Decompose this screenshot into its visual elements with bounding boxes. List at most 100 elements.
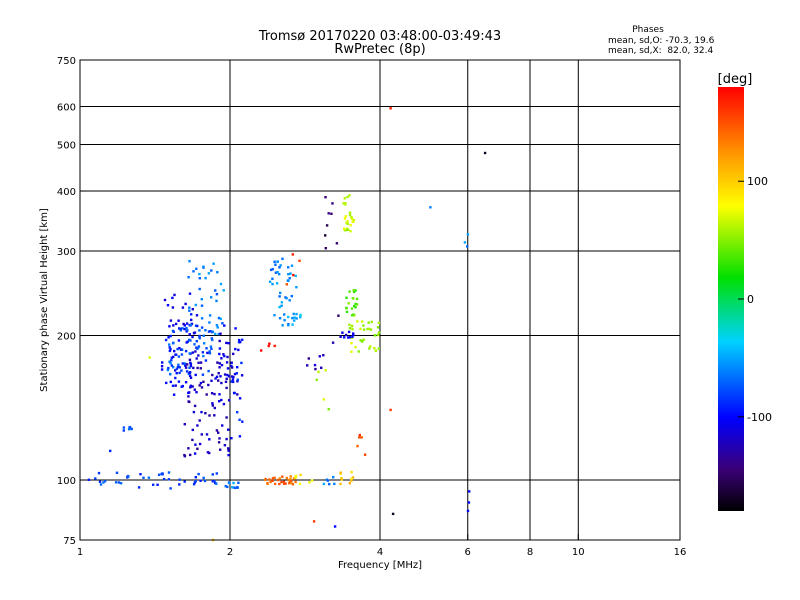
data-point — [190, 318, 193, 322]
data-point — [222, 289, 225, 292]
data-point — [351, 297, 355, 300]
data-point — [339, 482, 342, 486]
data-point — [283, 313, 286, 316]
data-point — [357, 350, 360, 353]
data-point — [169, 373, 172, 376]
data-point — [360, 436, 363, 439]
data-point — [186, 329, 189, 332]
data-point — [202, 265, 205, 268]
data-point — [185, 326, 188, 330]
data-point — [293, 319, 296, 322]
x-tick-label: 4 — [377, 547, 383, 558]
data-point — [188, 366, 191, 369]
chart-title: Tromsø 20170220 03:48:00-03:49:43 — [258, 29, 501, 44]
data-point — [189, 323, 193, 327]
data-point — [187, 395, 190, 398]
data-point — [99, 483, 103, 486]
data-point — [215, 375, 219, 378]
data-point — [227, 399, 231, 402]
data-point — [174, 369, 177, 372]
data-point — [180, 369, 183, 372]
data-point — [346, 222, 349, 225]
data-point — [160, 365, 164, 368]
data-point — [347, 336, 350, 339]
data-point — [232, 375, 235, 379]
data-point — [367, 321, 370, 324]
data-point — [236, 411, 239, 414]
data-point — [204, 276, 207, 280]
data-point — [216, 326, 219, 329]
data-point — [205, 433, 209, 436]
data-point — [273, 260, 276, 263]
data-point — [352, 333, 355, 337]
data-point — [313, 363, 317, 367]
data-point — [350, 307, 354, 310]
data-point — [374, 349, 378, 352]
data-point — [377, 347, 380, 350]
data-point — [187, 276, 190, 279]
data-point — [290, 481, 293, 485]
data-point — [172, 341, 175, 344]
data-point — [183, 327, 186, 331]
data-point — [310, 479, 314, 482]
data-point — [290, 479, 293, 483]
data-point — [114, 481, 118, 484]
data-point — [200, 317, 204, 320]
data-point — [215, 472, 218, 475]
data-point — [350, 325, 354, 328]
data-point — [350, 217, 354, 220]
data-point — [192, 366, 195, 370]
data-point — [210, 347, 213, 350]
data-point — [294, 274, 297, 278]
data-point — [343, 336, 346, 339]
data-point — [273, 476, 276, 479]
data-point — [369, 328, 373, 331]
data-point — [344, 333, 348, 337]
data-point — [285, 476, 289, 480]
data-point — [202, 354, 205, 358]
data-point — [234, 486, 237, 490]
data-point — [224, 485, 227, 488]
x-tick-label: 16 — [674, 547, 687, 558]
data-point — [186, 340, 189, 343]
data-point — [354, 289, 357, 292]
data-point — [290, 264, 294, 267]
data-point — [188, 338, 191, 342]
data-point — [287, 324, 290, 327]
data-point — [175, 367, 179, 370]
data-point — [350, 479, 353, 482]
data-point — [219, 282, 223, 286]
data-point — [165, 381, 168, 385]
data-point — [215, 324, 219, 327]
data-point — [236, 393, 239, 396]
data-point — [348, 327, 352, 330]
data-point — [335, 242, 339, 245]
data-point — [214, 289, 217, 292]
data-point — [225, 341, 228, 345]
data-point — [115, 471, 119, 474]
colorbar-tick-label: 100 — [747, 175, 768, 188]
data-point — [278, 295, 281, 298]
data-point — [294, 474, 298, 478]
data-point — [352, 290, 356, 293]
data-point — [348, 194, 351, 197]
data-point — [209, 330, 212, 333]
data-point — [200, 410, 203, 414]
data-point — [218, 339, 221, 343]
data-point — [217, 431, 220, 434]
data-point — [198, 442, 202, 446]
data-point — [347, 228, 350, 231]
data-point — [193, 481, 197, 484]
data-point — [139, 473, 142, 476]
data-point — [352, 289, 355, 292]
data-point — [308, 481, 311, 484]
data-point — [217, 441, 221, 444]
data-point — [184, 349, 188, 353]
data-point — [352, 332, 355, 335]
data-point — [192, 483, 196, 486]
data-point — [178, 371, 181, 375]
data-point — [225, 386, 228, 390]
data-point — [217, 316, 221, 320]
data-point — [192, 410, 196, 414]
data-point — [223, 444, 227, 447]
